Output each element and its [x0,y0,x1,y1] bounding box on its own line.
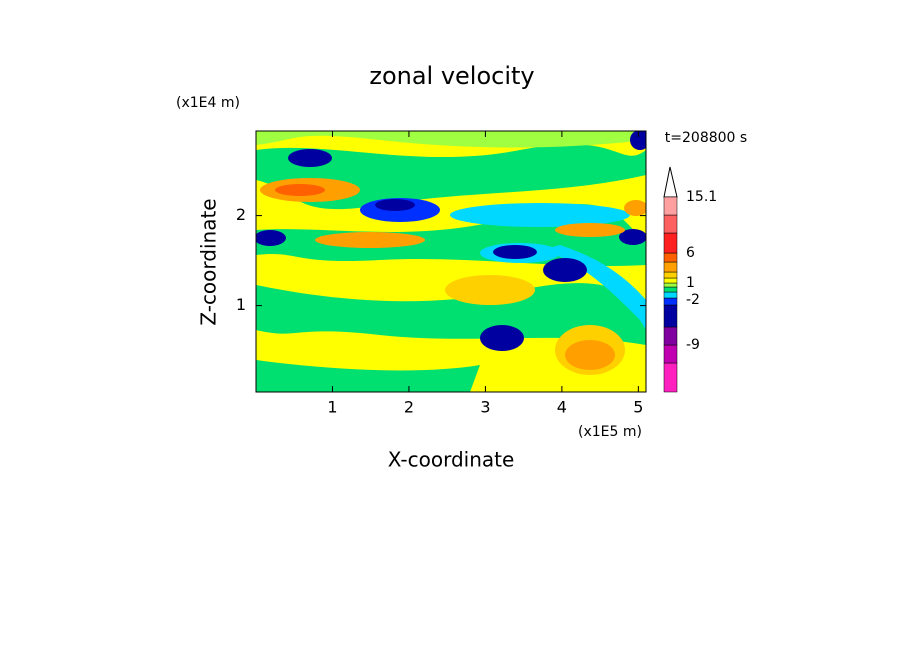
colorbar-tick-label: -9 [686,337,700,353]
colorbar-swatch [663,297,678,306]
colorbar-swatch [663,291,678,299]
x-tick-label: 4 [557,398,567,417]
y-tick-label: 1 [236,295,246,314]
colorbar-swatch [663,214,678,234]
x-tick-label: 5 [633,398,643,417]
colorbar-arrow [663,166,678,198]
colorbar-swatch [663,344,678,364]
y-axis-label: Z-coordinate [197,198,221,325]
colorbar-swatch [663,326,678,346]
colorbar-swatch [663,362,678,393]
time-label: t=208800 s [665,130,747,146]
colorbar-tick-label: 1 [686,275,695,291]
x-axis-label: X-coordinate [388,448,515,472]
x-unit: (x1E5 m) [578,424,642,440]
plot-frame [255,130,647,393]
colorbar-swatch [663,304,678,328]
colorbar-tick-label: 15.1 [686,189,717,205]
x-tick-label: 2 [404,398,414,417]
y-unit: (x1E4 m) [176,95,240,111]
colorbar-tick-label: 6 [686,245,695,261]
x-tick-label: 1 [327,398,337,417]
colorbar-swatch [663,261,678,273]
colorbar-swatch [663,232,678,254]
colorbar-swatch [663,196,678,216]
chart-title: zonal velocity [369,62,534,90]
colorbar-swatch [663,252,678,263]
colorbar-tick-label: -2 [686,292,700,308]
colorbar-swatch [663,282,678,288]
x-tick-label: 3 [480,398,490,417]
y-tick-label: 2 [236,205,246,224]
colorbar-swatch [663,271,678,279]
contour-field [256,131,646,392]
colorbar-swatch [663,286,678,293]
colorbar-swatch [663,277,678,284]
